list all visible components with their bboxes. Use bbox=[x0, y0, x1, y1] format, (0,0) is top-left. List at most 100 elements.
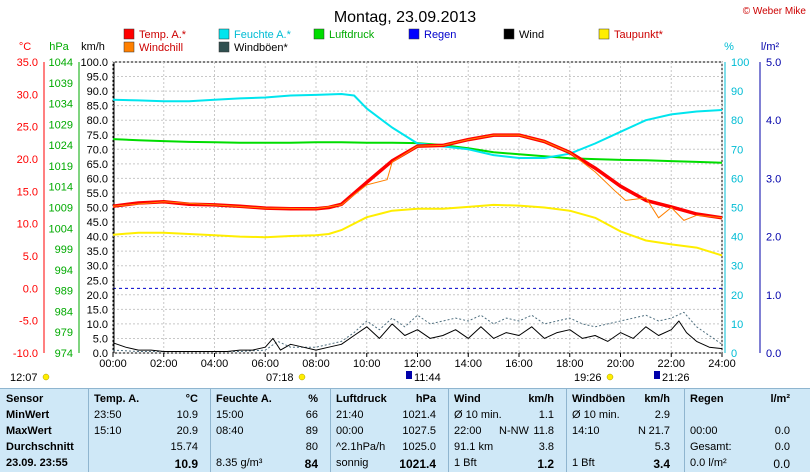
table-cell-press_time: 21:40 bbox=[336, 409, 364, 421]
x-tick-label: 02:00 bbox=[150, 358, 178, 370]
table-cell-temp_val: 10.9 bbox=[176, 409, 198, 421]
table-cell-gust_dir: N bbox=[638, 425, 646, 437]
table-cell-label: Durchschnitt bbox=[6, 441, 74, 453]
series-taupunkt bbox=[112, 203, 723, 257]
pressure-tick-label: 1024 bbox=[49, 140, 73, 152]
table-header-gust_unit: km/h bbox=[644, 393, 670, 405]
temp-tick-label: 10.0 bbox=[17, 219, 38, 231]
temp-tick-label: -10.0 bbox=[13, 348, 38, 360]
temp-tick-label: 0.0 bbox=[23, 283, 38, 295]
table-cell-wind_time: 91.1 km bbox=[454, 441, 494, 453]
statistics-table: Sensor Temp. A. °C Feuchte A.% Luftdruck hPa W… bbox=[0, 388, 810, 472]
rain-tick-label: 0.0 bbox=[766, 348, 781, 360]
rain-tick-label: 5.0 bbox=[766, 57, 781, 69]
weather-chart: 35.0 30.0 25.0 20.0 15.0 10.0 5.0 0.0 -5.0 -10.0 1… bbox=[10, 6, 807, 384]
series-windb-en bbox=[112, 311, 723, 352]
pressure-tick-label: 979 bbox=[55, 327, 73, 339]
table-cell-rain_val: 0.0 bbox=[774, 425, 790, 437]
table-divider bbox=[210, 389, 211, 472]
table-cell-label: MaxWert bbox=[6, 425, 52, 437]
temp-tick-label: 35.0 bbox=[17, 57, 38, 69]
rain-tick-label: 1.0 bbox=[766, 290, 781, 302]
table-header-press: Luftdruck bbox=[336, 393, 387, 405]
rain-unit: l/m² bbox=[761, 41, 780, 53]
wind-tick-label: 15.0 bbox=[87, 304, 108, 316]
wind-tick-label: 100.0 bbox=[80, 57, 108, 69]
wind-tick-label: 45.0 bbox=[87, 217, 108, 229]
wind-tick-label: 30.0 bbox=[87, 261, 108, 273]
legend-swatch bbox=[123, 28, 135, 40]
table-divider bbox=[330, 389, 331, 472]
table-cell-label: MinWert bbox=[6, 409, 50, 421]
table-cell-gust_time: Ø 10 min. bbox=[572, 409, 620, 421]
series-feuchte-a bbox=[112, 93, 723, 159]
pressure-tick-label: 974 bbox=[55, 348, 73, 360]
table-header-rain_unit: l/m² bbox=[770, 393, 790, 405]
pressure-tick-label: 1039 bbox=[49, 78, 73, 90]
wind-tick-label: 75.0 bbox=[87, 130, 108, 142]
table-cell-rain_time: 00:00 bbox=[690, 425, 718, 437]
table-cell-gust_time: 14:10 bbox=[572, 425, 600, 437]
table-cell-hum_val: 89 bbox=[305, 425, 318, 437]
event-label: 12:07 bbox=[10, 372, 38, 384]
table-cell-press_val: 1027.5 bbox=[402, 425, 436, 437]
temp-tick-label: 25.0 bbox=[17, 122, 38, 134]
x-tick-label: 20:00 bbox=[607, 358, 635, 370]
wind-unit: km/h bbox=[81, 41, 105, 53]
table-cell-wind_val: 1.1 bbox=[538, 409, 554, 421]
wind-tick-label: 90.0 bbox=[87, 86, 108, 98]
series-wind bbox=[112, 320, 723, 352]
pressure-tick-label: 1034 bbox=[49, 99, 73, 111]
rain-tick-label: 4.0 bbox=[766, 115, 781, 127]
x-tick-label: 00:00 bbox=[99, 358, 127, 370]
table-divider bbox=[684, 389, 685, 472]
legend-label: Regen bbox=[424, 29, 456, 41]
event-markers: 12:07 07:18 11:44 19:26 21:26 bbox=[10, 371, 690, 384]
wind-tick-label: 95.0 bbox=[87, 72, 108, 84]
table-divider bbox=[88, 389, 89, 472]
table-header-temp: Temp. A. bbox=[94, 393, 140, 405]
legend-label: Wind bbox=[519, 29, 544, 41]
table-cell-hum_time: 08:40 bbox=[216, 425, 244, 437]
wind-tick-label: 0.0 bbox=[93, 348, 108, 360]
table-cell-hum_time: 15:00 bbox=[216, 409, 244, 421]
table-cell-gust_time: 1 Bft bbox=[572, 457, 595, 469]
table-cell-temp_val: 10.9 bbox=[174, 457, 198, 471]
table-cell-wind_val: 3.8 bbox=[538, 441, 554, 453]
table-cell-temp_val: 15.74 bbox=[170, 441, 198, 453]
table-cell-temp_time: 15:10 bbox=[94, 425, 122, 437]
wind-tick-label: 70.0 bbox=[87, 144, 108, 156]
plot-grid bbox=[112, 61, 723, 354]
chart-series bbox=[112, 93, 723, 352]
table-header-hum: Feuchte A. bbox=[216, 393, 272, 405]
pressure-tick-label: 1014 bbox=[49, 182, 73, 194]
wind-tick-label: 40.0 bbox=[87, 232, 108, 244]
chart-credit: © Weber Mike bbox=[743, 6, 807, 17]
humidity-tick-label: 60 bbox=[731, 173, 743, 185]
pressure-unit: hPa bbox=[49, 41, 69, 53]
chart-legend: Temp. A.* Feuchte A.* Luftdruck Regen Wind Ta… bbox=[123, 28, 664, 54]
pressure-tick-label: 999 bbox=[55, 244, 73, 256]
humidity-tick-label: 30 bbox=[731, 261, 743, 273]
table-divider bbox=[566, 389, 567, 472]
humidity-tick-label: 90 bbox=[731, 86, 743, 98]
table-cell-rain_time: 0.0 l/m² bbox=[690, 457, 727, 469]
table-cell-rain_val: 0.0 bbox=[774, 441, 790, 453]
table-cell-wind_dir: N-NW bbox=[499, 425, 529, 437]
x-tick-label: 10:00 bbox=[353, 358, 381, 370]
table-cell-hum_val: 80 bbox=[305, 441, 318, 453]
wind-tick-label: 20.0 bbox=[87, 290, 108, 302]
table-header-gust: Windböen bbox=[572, 393, 626, 405]
table-cell-press_val: 1025.0 bbox=[402, 441, 436, 453]
wind-tick-label: 10.0 bbox=[87, 319, 108, 331]
humidity-unit: % bbox=[724, 41, 734, 53]
legend-label: Windböen* bbox=[234, 42, 289, 54]
table-cell-wind_val: 11.8 bbox=[533, 425, 554, 437]
x-tick-label: 22:00 bbox=[657, 358, 685, 370]
pressure-tick-label: 1009 bbox=[49, 203, 73, 215]
wind-tick-label: 35.0 bbox=[87, 246, 108, 258]
temp-unit: °C bbox=[19, 41, 31, 53]
legend-label: Windchill bbox=[139, 42, 183, 54]
wind-tick-label: 80.0 bbox=[87, 115, 108, 127]
table-cell-hum_val: 66 bbox=[305, 409, 318, 421]
